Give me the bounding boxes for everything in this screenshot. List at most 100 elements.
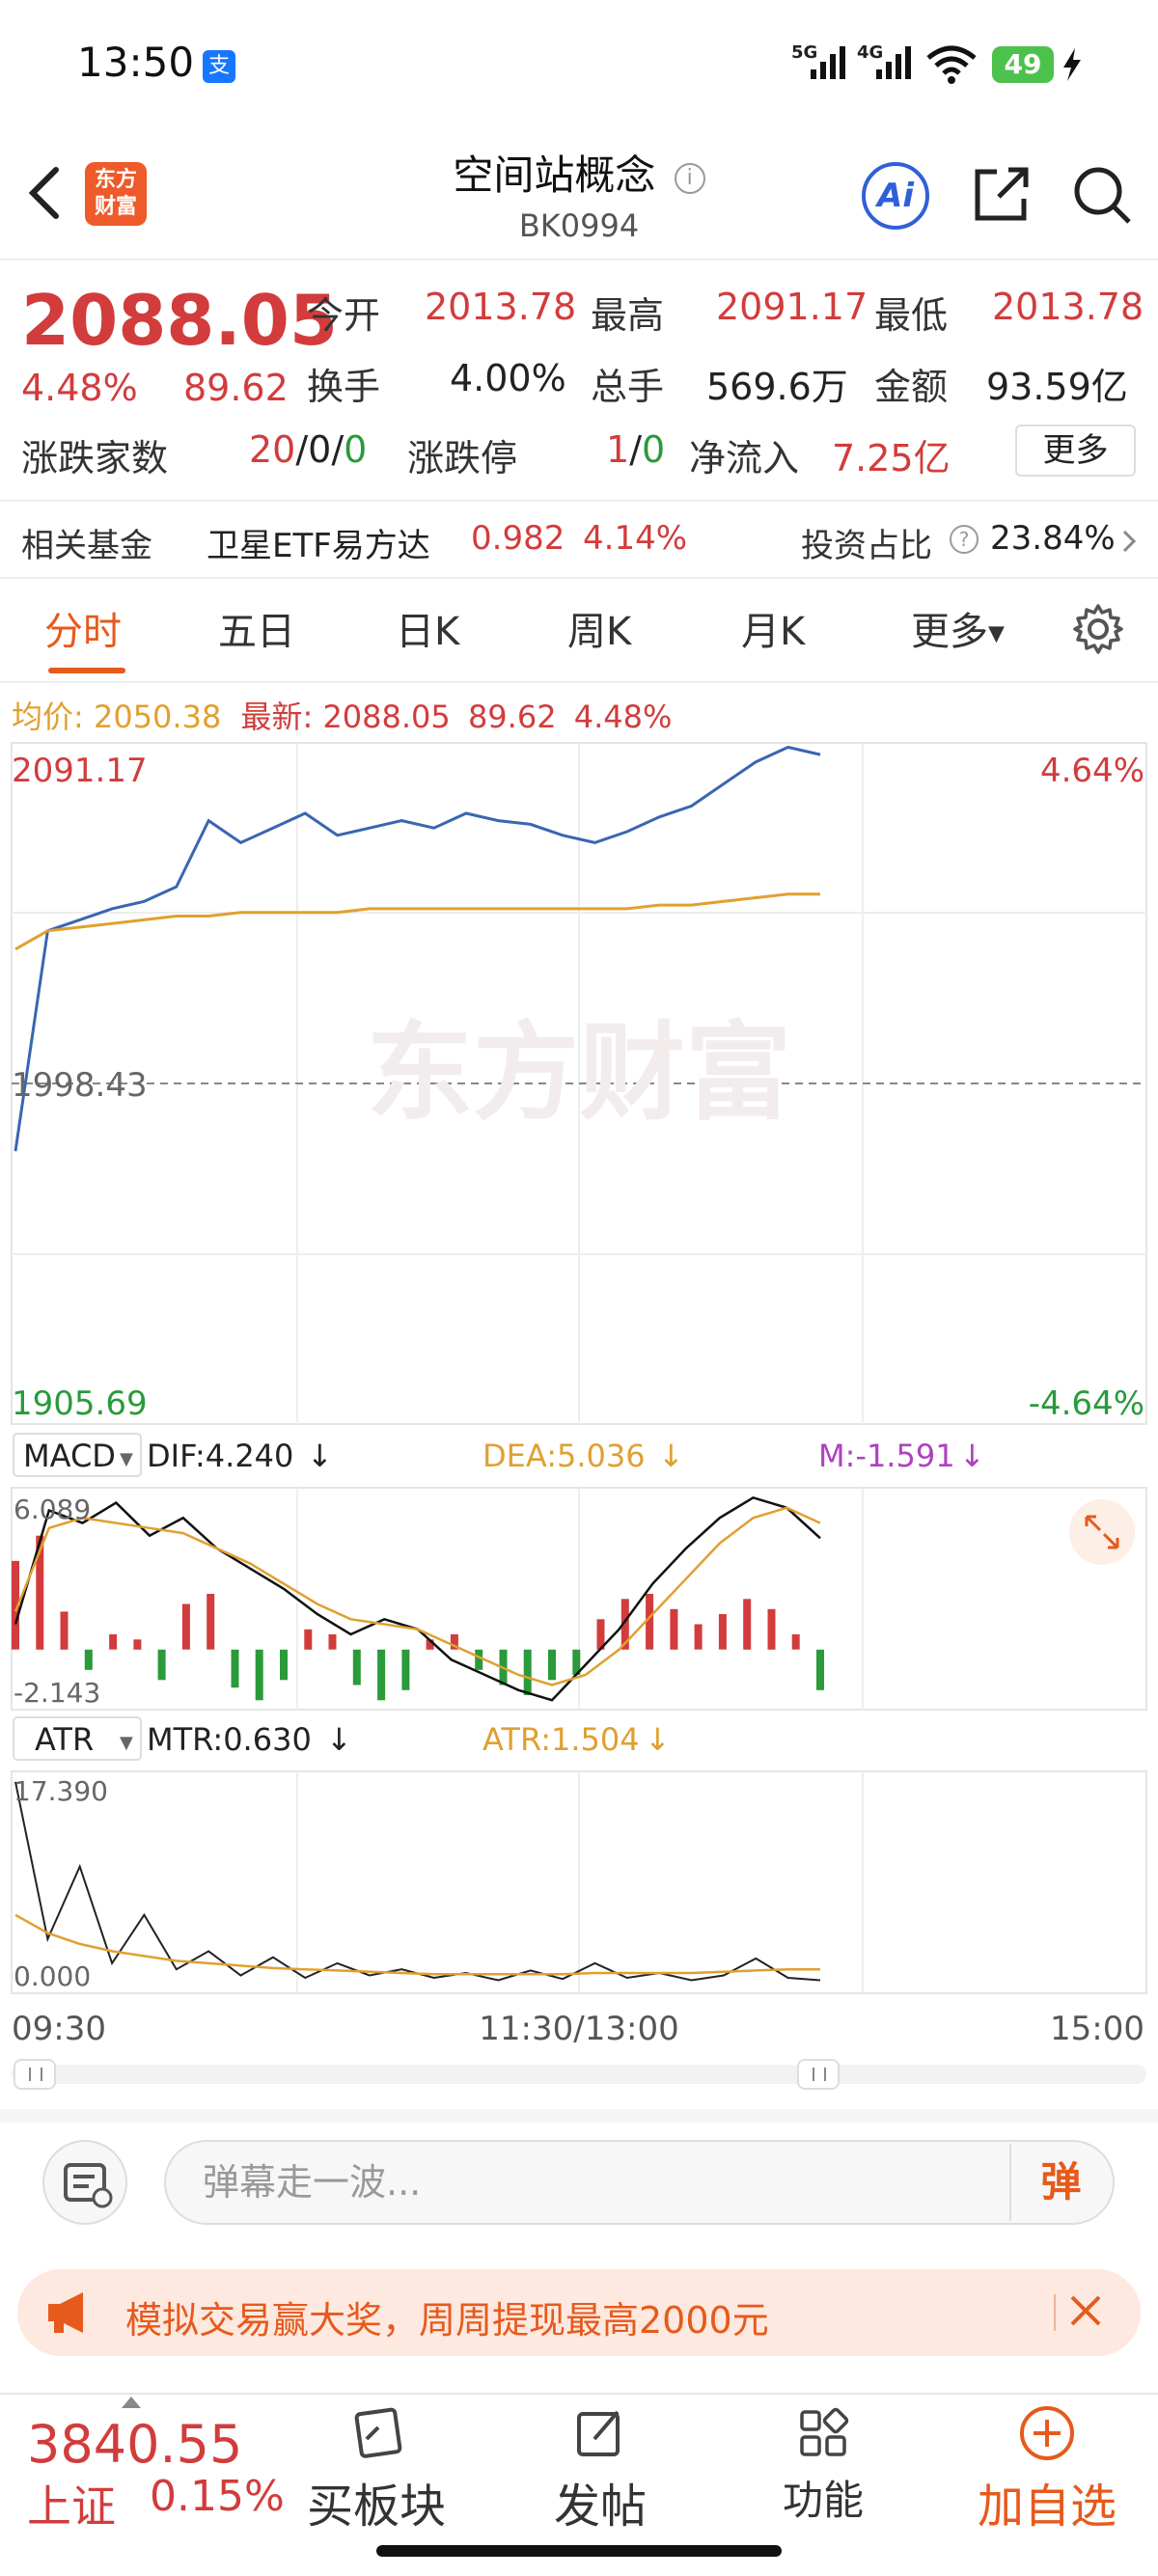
atr-y-top: 17.390: [14, 1775, 108, 1807]
low-label: 最低: [874, 294, 949, 337]
atr-arrow-icon: ↓: [645, 1721, 671, 1758]
signal-5g-icon: 5G: [791, 42, 849, 81]
range-scrollbar[interactable]: [12, 2065, 1146, 2084]
page-title: 空间站概念 i: [0, 143, 1158, 202]
danmaku-settings-icon: [64, 2163, 113, 2208]
status-bar: 13:50 支 5G 4G 49: [0, 0, 1158, 125]
caret-down-icon: ▼: [988, 621, 1005, 646]
help-icon[interactable]: ?: [950, 525, 979, 554]
range-handle-left[interactable]: [14, 2059, 56, 2090]
fund-name[interactable]: 卫星ETF易方达: [207, 527, 430, 565]
post-label: 发帖: [553, 2480, 647, 2534]
atr-selector[interactable]: [13, 1716, 142, 1761]
price-line: [14, 745, 821, 1152]
functions-button[interactable]: 功能: [741, 2402, 905, 2527]
divider: [1054, 2294, 1056, 2331]
promo-banner[interactable]: [17, 2269, 1141, 2356]
macd-name: MACD: [23, 1438, 116, 1474]
gear-icon[interactable]: [1071, 602, 1125, 656]
amount-label: 金额: [874, 366, 949, 408]
intraday-chart[interactable]: 东方财富 2091.17 1998.43 1905.69 4.64% -4.64…: [0, 685, 1158, 2103]
back-arrow-icon[interactable]: [21, 164, 69, 222]
time-mid: 11:30/13:00: [479, 2010, 678, 2048]
dea-line: [14, 1506, 821, 1686]
network-label-5g: 5G: [791, 42, 818, 63]
wifi-icon: [926, 45, 977, 84]
edit-icon: [577, 2410, 620, 2456]
tab-five-day[interactable]: 五日: [218, 610, 295, 654]
tab-more[interactable]: 更多▼: [911, 600, 1005, 656]
mtr-line: [14, 1781, 821, 1982]
range-handle-right[interactable]: [797, 2059, 840, 2090]
change-value: 89.62: [183, 367, 289, 409]
netflow-label: 净流入: [689, 437, 800, 480]
tab-weekly-k[interactable]: 周K: [567, 610, 632, 654]
more-button[interactable]: 更多: [1015, 425, 1136, 477]
info-icon[interactable]: i: [674, 162, 705, 194]
logo-text-2: 财富: [94, 195, 137, 219]
change-percent: 4.48%: [21, 367, 138, 409]
price-panel-frame: [11, 742, 1147, 1425]
breadth-label: 涨跌家数: [21, 437, 169, 480]
tab-intraday[interactable]: 分时: [44, 610, 122, 654]
macd-bar: [157, 1649, 166, 1681]
macd-dif-arrow-icon: ↓: [307, 1438, 333, 1474]
intraday-info: 均价: 2050.38 最新: 2088.05 89.62 4.48%: [12, 693, 672, 737]
expand-icon[interactable]: [1069, 1499, 1135, 1565]
macd-bar: [352, 1649, 361, 1685]
turnover-value: 4.00%: [450, 357, 566, 399]
macd-bar: [280, 1649, 288, 1681]
signal-4g-icon: 4G: [857, 42, 915, 81]
fund-change: 4.14%: [583, 519, 688, 558]
macd-bar: [109, 1634, 118, 1650]
macd-selector[interactable]: [13, 1433, 142, 1477]
avg-price: 2050.38: [93, 699, 222, 735]
limit-down: 0: [642, 428, 666, 471]
danmaku-settings-button[interactable]: [42, 2140, 127, 2225]
eastmoney-logo: 东方 财富: [85, 162, 147, 226]
tab-daily-k[interactable]: 日K: [396, 610, 460, 654]
macd-bar: [694, 1624, 703, 1650]
macd-bar: [596, 1619, 605, 1650]
share-icon[interactable]: [970, 162, 1034, 226]
fund-price: 0.982: [471, 519, 565, 558]
avg-price-line: [14, 892, 820, 951]
chevron-right-icon[interactable]: [1119, 529, 1139, 554]
macd-bar: [401, 1649, 410, 1690]
breadth-values: 20/0/0: [249, 428, 368, 471]
macd-bar: [36, 1535, 44, 1650]
search-icon[interactable]: [1069, 162, 1133, 226]
caret-up-icon: [122, 2397, 141, 2408]
atr-panel-frame: [11, 1770, 1147, 1994]
atr-mtr: MTR:0.630: [147, 1721, 312, 1758]
ai-assistant-icon[interactable]: Ai: [862, 162, 929, 230]
grip-icon: [813, 2068, 826, 2081]
promo-text[interactable]: 模拟交易赢大奖，周周提现最高2000元: [125, 2299, 769, 2342]
close-icon[interactable]: [1066, 2287, 1105, 2335]
netflow-value: 7.25亿: [832, 437, 951, 480]
macd-bar: [181, 1603, 190, 1650]
divider: [0, 500, 1158, 502]
time-end: 15:00: [1050, 2010, 1144, 2048]
avg-price-label: 均价:: [12, 699, 84, 735]
buy-sector-label: 买板块: [306, 2480, 446, 2534]
add-watchlist-button[interactable]: 加自选: [965, 2402, 1129, 2535]
breadth-flat: 0: [308, 428, 332, 471]
macd-bar: [743, 1599, 752, 1650]
dif-line: [14, 1495, 821, 1702]
macd-bar: [646, 1594, 654, 1650]
danmaku-toggle-button[interactable]: 弹: [1009, 2144, 1111, 2221]
post-button[interactable]: 发帖: [518, 2402, 682, 2535]
index-price[interactable]: 3840.55: [27, 2414, 243, 2475]
latest-change: 89.62: [467, 699, 557, 735]
buy-sector-icon: [354, 2407, 402, 2458]
buy-sector-button[interactable]: 买板块: [294, 2402, 458, 2535]
divider: [0, 681, 1158, 683]
tab-monthly-k[interactable]: 月K: [741, 610, 806, 654]
macd-bar: [572, 1649, 581, 1675]
atr-mtr-arrow-icon: ↓: [326, 1721, 352, 1758]
y-axis-mid: 1998.43: [12, 1066, 148, 1105]
index-name[interactable]: 上证: [27, 2480, 116, 2533]
latest-pct: 4.48%: [573, 699, 673, 735]
danmaku-input[interactable]: 弹幕走一波...: [164, 2140, 1115, 2225]
